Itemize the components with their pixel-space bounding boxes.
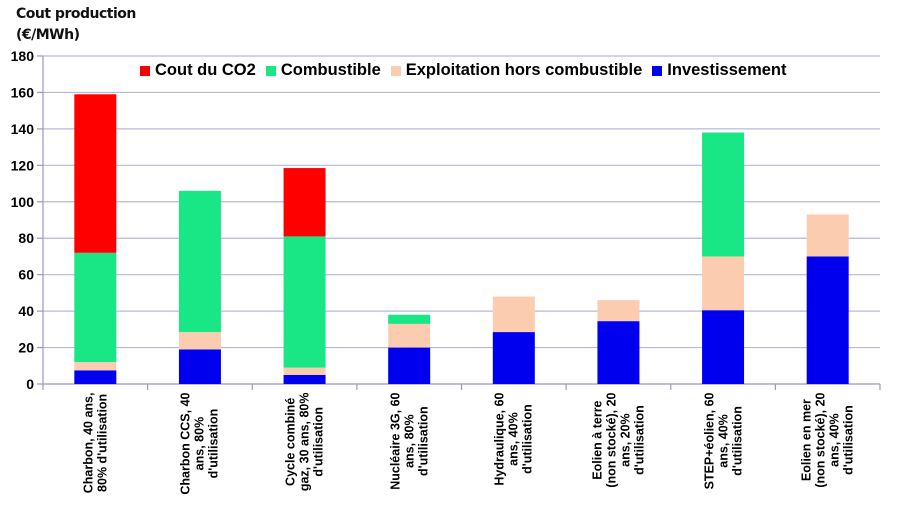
bar-segment-investissement <box>74 370 117 384</box>
bar-segment-combustible <box>74 252 117 363</box>
bar-segment-investissement <box>388 347 431 384</box>
legend-swatch <box>265 65 276 76</box>
bar-segment-investissement <box>492 332 535 384</box>
x-tick-label: Cycle combiné gaz, 30 ans, 80% d'utilisati… <box>283 392 326 491</box>
bar-segment-exploitation-hors-combustible <box>806 214 849 257</box>
y-tick-label: 20 <box>18 340 34 356</box>
legend-swatch <box>390 65 401 76</box>
y-tick-label: 160 <box>11 84 35 100</box>
bar-segment-investissement <box>806 256 849 384</box>
y-tick-label: 0 <box>26 376 34 392</box>
y-tick-label: 100 <box>11 194 35 210</box>
chart-title: Cout production <box>16 6 136 22</box>
bar-segment-exploitation-hors-combustible <box>74 362 117 371</box>
y-axis-unit: (€/MWh) <box>16 27 80 43</box>
legend-label: Exploitation hors combustible <box>405 61 643 79</box>
y-tick-label: 80 <box>18 230 34 246</box>
bar-segment-combustible <box>388 314 431 324</box>
x-tick-label: Nucléaire 3G, 60 ans, 80% d'utilisation <box>388 392 431 490</box>
bar-segment-investissement <box>702 310 745 384</box>
legend-label: Cout du CO2 <box>155 61 256 79</box>
legend-label: Combustible <box>280 61 381 79</box>
bar-segment-cout-du-co2 <box>283 168 326 237</box>
bar-segment-investissement <box>178 349 221 384</box>
y-tick-label: 140 <box>11 121 35 137</box>
bar-segment-exploitation-hors-combustible <box>597 300 640 322</box>
bar-segment-exploitation-hors-combustible <box>178 332 221 350</box>
bar-segment-cout-du-co2 <box>74 94 117 253</box>
y-tick-label: 40 <box>18 303 34 319</box>
x-tick-label: Charbon CCS, 40 ans, 80% d'utilisation <box>178 392 221 495</box>
x-tick-label: STEP+éolien, 60 ans, 40% d'utilisation <box>702 392 745 489</box>
bar-segment-exploitation-hors-combustible <box>388 323 431 348</box>
legend-item: Combustible <box>265 61 381 80</box>
x-tick-label: Charbon, 40 ans, 80% d'utilisation <box>81 392 110 493</box>
legend-item: Exploitation hors combustible <box>390 61 643 80</box>
bar-segment-exploitation-hors-combustible <box>492 296 535 333</box>
legend-swatch <box>140 65 150 76</box>
legend-item: Investissement <box>652 61 787 80</box>
y-tick-label: 60 <box>18 267 34 283</box>
bar-segment-investissement <box>597 321 640 384</box>
bar-segment-combustible <box>283 236 326 368</box>
bar-segment-combustible <box>178 190 221 333</box>
bar-segment-investissement <box>283 374 326 384</box>
legend-item: Cout du CO2 <box>140 61 256 80</box>
legend-label: Investissement <box>667 61 787 79</box>
y-tick-label: 180 <box>11 48 35 64</box>
x-tick-label: Hydraulique, 60 ans, 40% d'utilisation <box>492 392 535 486</box>
bar-segment-exploitation-hors-combustible <box>283 367 326 375</box>
legend: Cout du CO2 Combustible Exploitation hors … <box>140 61 787 80</box>
x-tick-label: Eolien en mer (non stocké), 20 ans, 40% d'u… <box>799 392 856 488</box>
legend-swatch <box>652 65 663 76</box>
y-tick-label: 120 <box>11 157 35 173</box>
x-tick-label: Eolien à terre (non stocké), 20 ans, 20% d'… <box>590 392 647 488</box>
bar-segment-combustible <box>702 132 745 257</box>
bar-segment-exploitation-hors-combustible <box>702 256 745 311</box>
